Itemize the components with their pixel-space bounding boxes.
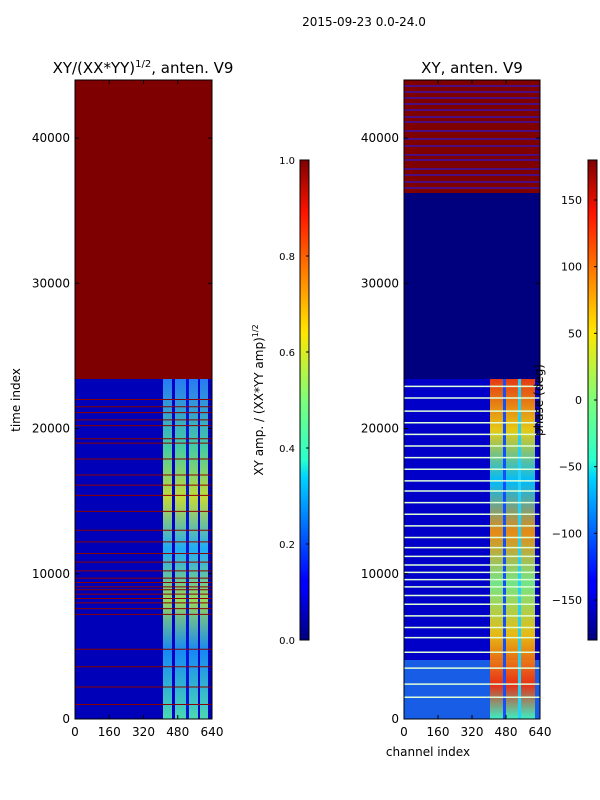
title-suffix: , anten. V9 bbox=[151, 59, 233, 77]
heatmap-phase-band bbox=[490, 379, 535, 719]
x-tick-label: 640 bbox=[201, 725, 224, 739]
x-tick-label: 0 bbox=[400, 725, 408, 739]
y-tick-label: 20000 bbox=[361, 422, 399, 436]
heatmap-band-gap-2 bbox=[518, 379, 521, 719]
colorbar-tick-label: 1.0 bbox=[279, 156, 295, 167]
colorbar-tick-label: 0.2 bbox=[279, 540, 295, 551]
axes: 0 160 320 480 640 0 10000 20000 30000 40000 bbox=[361, 80, 552, 739]
y-tick-label: 30000 bbox=[361, 276, 399, 290]
amplitude-colorbar: 0.0 0.2 0.4 0.6 0.8 1.0 XY amp. / (XX*YY amp)… bbox=[251, 156, 310, 647]
flagged-rows bbox=[75, 399, 212, 705]
colorbar-label-exponent: 1/2 bbox=[251, 324, 260, 337]
y-tick-label: 0 bbox=[391, 712, 399, 726]
y-tick-label: 40000 bbox=[361, 131, 399, 145]
y-tick-label: 10000 bbox=[361, 567, 399, 581]
heatmap-top-red-block bbox=[404, 80, 540, 193]
phase-panel: XY, anten. V9 0 160 320 480 640 0 10000 20000 30… bbox=[361, 59, 598, 759]
y-tick-label: 20000 bbox=[32, 422, 70, 436]
x-tick-label: 320 bbox=[132, 725, 155, 739]
y-tick-label: 10000 bbox=[32, 567, 70, 581]
phase-panel-title: XY, anten. V9 bbox=[421, 59, 523, 77]
y-axis-label: time index bbox=[9, 368, 23, 432]
colorbar-tick-label: 150 bbox=[561, 194, 582, 207]
x-tick-label: 480 bbox=[495, 725, 518, 739]
top-block-stripes bbox=[404, 85, 540, 189]
title-main: XY/(XX*YY) bbox=[53, 59, 136, 77]
flagged-rows bbox=[404, 385, 540, 698]
heatmap-mid-blue-block bbox=[404, 193, 540, 379]
colorbar-tick-label: −100 bbox=[552, 527, 582, 540]
heatmap-band-gap-2 bbox=[186, 379, 189, 719]
heatmap-band-gap-3 bbox=[198, 379, 200, 719]
colorbar-tick-label: 0.6 bbox=[279, 348, 295, 359]
x-tick-label: 480 bbox=[166, 725, 189, 739]
heatmap-band-gap-1 bbox=[503, 379, 506, 719]
colorbar-ticks: −150 −100 −50 0 50 100 150 bbox=[552, 194, 597, 607]
x-tick-label: 160 bbox=[427, 725, 450, 739]
colorbar-tick-label: 50 bbox=[568, 327, 582, 340]
colorbar-label: XY amp. / (XX*YY amp)1/2 bbox=[251, 324, 266, 475]
colorbar-label-main: XY amp. / (XX*YY amp) bbox=[252, 337, 266, 475]
colorbar-tick-label: 100 bbox=[561, 261, 582, 274]
amplitude-ratio-panel-title: XY/(XX*YY)1/2, anten. V9 bbox=[53, 59, 234, 77]
colorbar-label: phase (deg) bbox=[532, 364, 546, 436]
heatmap-top-block bbox=[75, 80, 212, 379]
heatmap-band-gap-1 bbox=[172, 379, 175, 719]
phase-colorbar: −150 −100 −50 0 50 100 150 phase (deg) bbox=[532, 159, 598, 641]
y-tick-label: 40000 bbox=[32, 131, 70, 145]
phase-heatmap bbox=[404, 80, 540, 719]
y-tick-label: 0 bbox=[62, 712, 70, 726]
heatmap-noise-band bbox=[163, 379, 208, 719]
colorbar-tick-label: −150 bbox=[552, 594, 582, 607]
colorbar-tick-label: 0.8 bbox=[279, 252, 295, 263]
x-tick-label: 0 bbox=[71, 725, 79, 739]
colorbar-tick-label: 0.4 bbox=[279, 444, 295, 455]
x-tick-label: 160 bbox=[98, 725, 121, 739]
x-tick-label: 640 bbox=[529, 725, 552, 739]
colorbar-ticks: 0.0 0.2 0.4 0.6 0.8 1.0 bbox=[279, 156, 309, 647]
colorbar-tick-label: −50 bbox=[559, 461, 582, 474]
x-tick-label: 320 bbox=[461, 725, 484, 739]
axes: 0 160 320 480 640 0 10000 20000 30000 40000 bbox=[32, 80, 224, 739]
x-axis-label: channel index bbox=[386, 745, 470, 759]
colorbar-gradient bbox=[299, 159, 310, 641]
figure-suptitle: 2015-09-23 0.0-24.0 bbox=[302, 15, 426, 29]
colorbar-tick-label: 0.0 bbox=[279, 636, 295, 647]
title-exponent: 1/2 bbox=[135, 59, 151, 70]
amplitude-ratio-panel: XY/(XX*YY)1/2, anten. V9 0 160 320 480 64001… bbox=[9, 59, 310, 739]
y-tick-label: 30000 bbox=[32, 276, 70, 290]
amplitude-ratio-heatmap bbox=[75, 80, 212, 719]
colorbar-tick-label: 0 bbox=[575, 394, 582, 407]
